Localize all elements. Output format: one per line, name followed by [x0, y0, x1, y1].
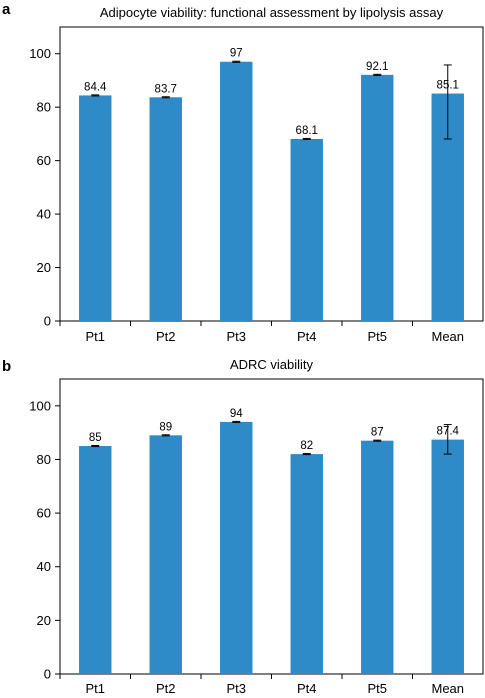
chart-b-category-label: Mean — [431, 681, 464, 696]
chart-a-category-label: Pt1 — [85, 329, 105, 344]
chart-a-ytick-label: 20 — [37, 260, 51, 275]
chart-b-category-label: Pt2 — [156, 681, 176, 696]
chart-a-bar-pt2 — [149, 97, 182, 321]
chart-a-ytick-label: 80 — [37, 100, 51, 115]
chart-a-ytick-label: 40 — [37, 207, 51, 222]
chart-b-bar-pt2 — [149, 435, 182, 674]
chart-b-ytick-label: 60 — [37, 506, 51, 521]
chart-a-data-label: 97 — [230, 48, 243, 60]
chart-b-data-label: 82 — [300, 440, 313, 452]
chart-b-data-label: 94 — [230, 408, 243, 420]
chart-a-category-label: Pt3 — [226, 329, 246, 344]
chart-b-ytick-label: 40 — [37, 559, 51, 574]
chart-b-ytick-label: 80 — [37, 452, 51, 467]
chart-a-bar-pt4 — [290, 138, 323, 321]
chart-b-category-label: Pt5 — [367, 681, 387, 696]
chart-b-bar-pt3 — [220, 421, 253, 674]
chart-a-category-label: Pt5 — [367, 329, 387, 344]
chart-a-title: Adipocyte viability: functional assessme… — [100, 5, 444, 20]
chart-b-category-label: Pt4 — [297, 681, 317, 696]
chart-a-data-label: 84.4 — [84, 81, 107, 93]
chart-b-title: ADRC viability — [230, 357, 314, 372]
chart-b-data-label: 89 — [159, 421, 172, 433]
chart-a-ytick-label: 60 — [37, 153, 51, 168]
chart-a-category-label: Mean — [431, 329, 464, 344]
chart-a-bar-pt5 — [361, 74, 394, 321]
chart-b-data-label: 87.4 — [437, 426, 460, 438]
chart-b-ytick-label: 0 — [44, 667, 51, 682]
chart-a-panel-letter: a — [2, 1, 11, 18]
chart-a-data-label: 68.1 — [296, 125, 318, 137]
chart-a-ytick-label: 0 — [44, 314, 51, 329]
chart-b-data-label: 85 — [89, 432, 102, 444]
chart-a-category-label: Pt4 — [297, 329, 317, 344]
chart-b-bar-pt4 — [290, 454, 323, 674]
chart-a-data-label: 83.7 — [155, 83, 177, 95]
chart-a-category-label: Pt2 — [156, 329, 176, 344]
chart-a-plot-frame — [59, 26, 484, 322]
chart-b-ytick-label: 20 — [37, 613, 51, 628]
chart-a-data-label: 92.1 — [366, 61, 388, 73]
chart-b-bar-mean — [431, 439, 464, 674]
chart-b-data-label: 87 — [371, 427, 384, 439]
chart-a-bar-pt3 — [220, 61, 253, 321]
chart-b-plot-frame — [59, 378, 484, 675]
chart-b-bar-pt5 — [361, 440, 394, 674]
chart-b-bar-pt1 — [79, 446, 112, 674]
chart-a-data-label: 85.1 — [437, 80, 459, 92]
chart-a-bar-pt1 — [79, 95, 112, 322]
chart-b-panel-letter: b — [2, 358, 11, 375]
chart-b-ytick-label: 100 — [29, 398, 51, 413]
chart-a-ytick-label: 100 — [29, 46, 51, 61]
chart-b-category-label: Pt3 — [226, 681, 246, 696]
chart-b-category-label: Pt1 — [85, 681, 105, 696]
